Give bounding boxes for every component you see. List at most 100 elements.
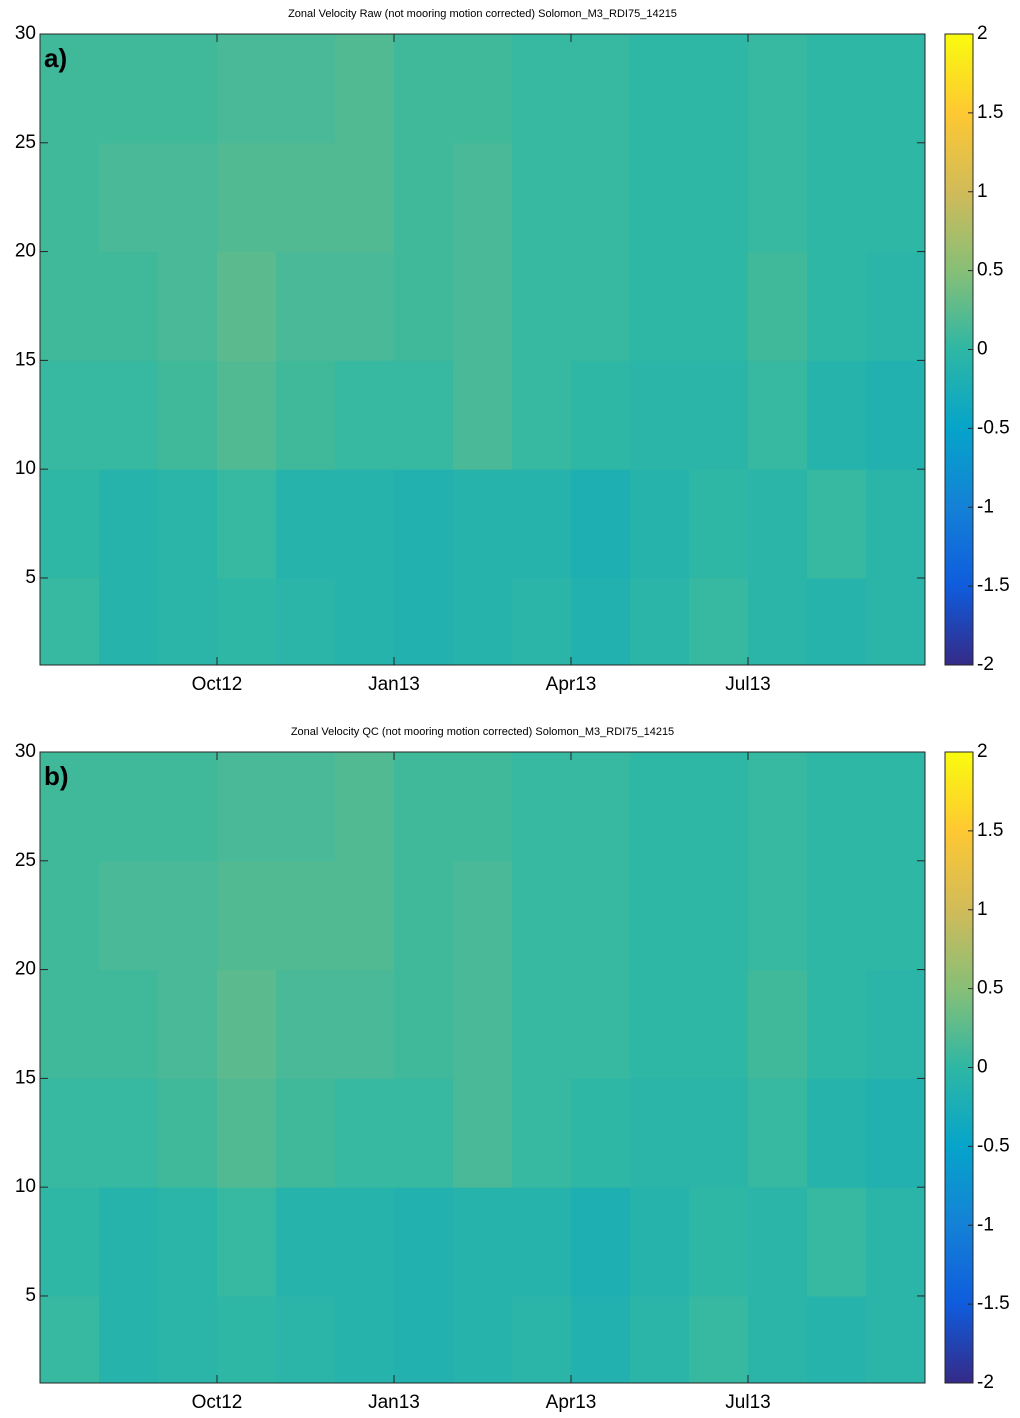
heat-cell [217,1187,277,1297]
heat-cell [217,577,277,666]
heat-cell [40,860,100,971]
heat-cell [276,752,336,862]
heat-cell [335,1078,395,1188]
heat-cell [276,1295,336,1384]
heat-cell [748,1187,808,1297]
heat-cell [630,142,690,253]
heat-cell [630,860,690,971]
heat-cell [866,142,926,253]
heat-cell [866,251,926,361]
heat-cell [571,752,631,862]
heat-cell [394,251,454,361]
heat-cell [866,860,926,971]
colorbar-tick-label: 1 [977,181,988,202]
heat-cell [512,860,572,971]
heat-cell [866,1078,926,1188]
heat-cell [40,469,100,579]
heat-cell [807,1295,867,1384]
plot-frame [39,33,926,666]
heat-cell [512,142,572,253]
heat-cell [630,34,690,144]
heat-cell [158,469,218,579]
heat-cell [512,752,572,862]
heat-cell [217,34,277,144]
heat-cell [689,1187,749,1297]
colorbar-tick-label: 0.5 [977,260,1003,281]
heat-cell [40,969,100,1079]
heat-cell [158,860,218,971]
colorbar-tick-label: 2 [977,741,988,762]
heat-cell [866,752,926,862]
heat-cell [630,360,690,470]
y-tick-label: 20 [15,959,36,980]
heat-cell [630,469,690,579]
x-tick-label: Jul13 [725,1392,770,1413]
heat-cell [512,1295,572,1384]
heat-cell [512,1078,572,1188]
heat-cell [158,752,218,862]
heat-cell [335,34,395,144]
colorbar-tick-label: 0.5 [977,978,1003,999]
y-tick-label: 30 [15,23,36,44]
x-tick-label: Apr13 [546,1392,597,1413]
heat-cell [748,577,808,666]
heat-cell [866,1295,926,1384]
y-tick-label: 15 [15,349,36,370]
heat-cell [335,752,395,862]
heat-cell [276,860,336,971]
colorbar-tick-label: -2 [977,654,994,675]
x-tick-label: Jan13 [368,1392,420,1413]
heat-cell [40,142,100,253]
heat-cell [866,34,926,144]
heat-cell [335,469,395,579]
heat-cell [276,360,336,470]
heat-cell [689,860,749,971]
heat-cell [158,360,218,470]
heat-cell [807,860,867,971]
heat-cell [394,360,454,470]
heat-cell [335,860,395,971]
heat-cell [217,969,277,1079]
heat-cell [807,469,867,579]
heat-cell [40,251,100,361]
heat-cell [689,752,749,862]
heat-cell [571,142,631,253]
heat-cell [99,251,159,361]
heat-cell [217,1078,277,1188]
heat-cell [335,577,395,666]
heat-cell [571,969,631,1079]
heat-cell [276,577,336,666]
heat-cell [512,969,572,1079]
heat-cell [748,752,808,862]
heat-cell [394,469,454,579]
heat-cell [630,577,690,666]
heat-cell [512,577,572,666]
heat-cell [571,251,631,361]
heat-cell [394,34,454,144]
heat-cell [99,752,159,862]
heat-cell [158,1295,218,1384]
colorbar-tick-label: -1.5 [977,1293,1010,1314]
heat-cell [512,34,572,144]
heat-cell [394,1187,454,1297]
heat-cell [276,34,336,144]
heat-cell [512,251,572,361]
heat-cell [807,251,867,361]
heat-cell [40,1187,100,1297]
colorbar-tick-label: 1.5 [977,102,1003,123]
heat-cell [99,1187,159,1297]
panel-label: a) [44,43,67,73]
heat-cell [571,860,631,971]
heat-cell [158,251,218,361]
heat-cell [276,1187,336,1297]
heat-cell [571,34,631,144]
heat-cell [748,860,808,971]
heat-cell [453,251,513,361]
chart-title: Zonal Velocity QC (not mooring motion co… [291,726,674,738]
heat-cell [689,360,749,470]
heat-cell [630,1078,690,1188]
heat-cell [453,1295,513,1384]
heat-cell [866,1187,926,1297]
heat-cell [40,34,100,144]
